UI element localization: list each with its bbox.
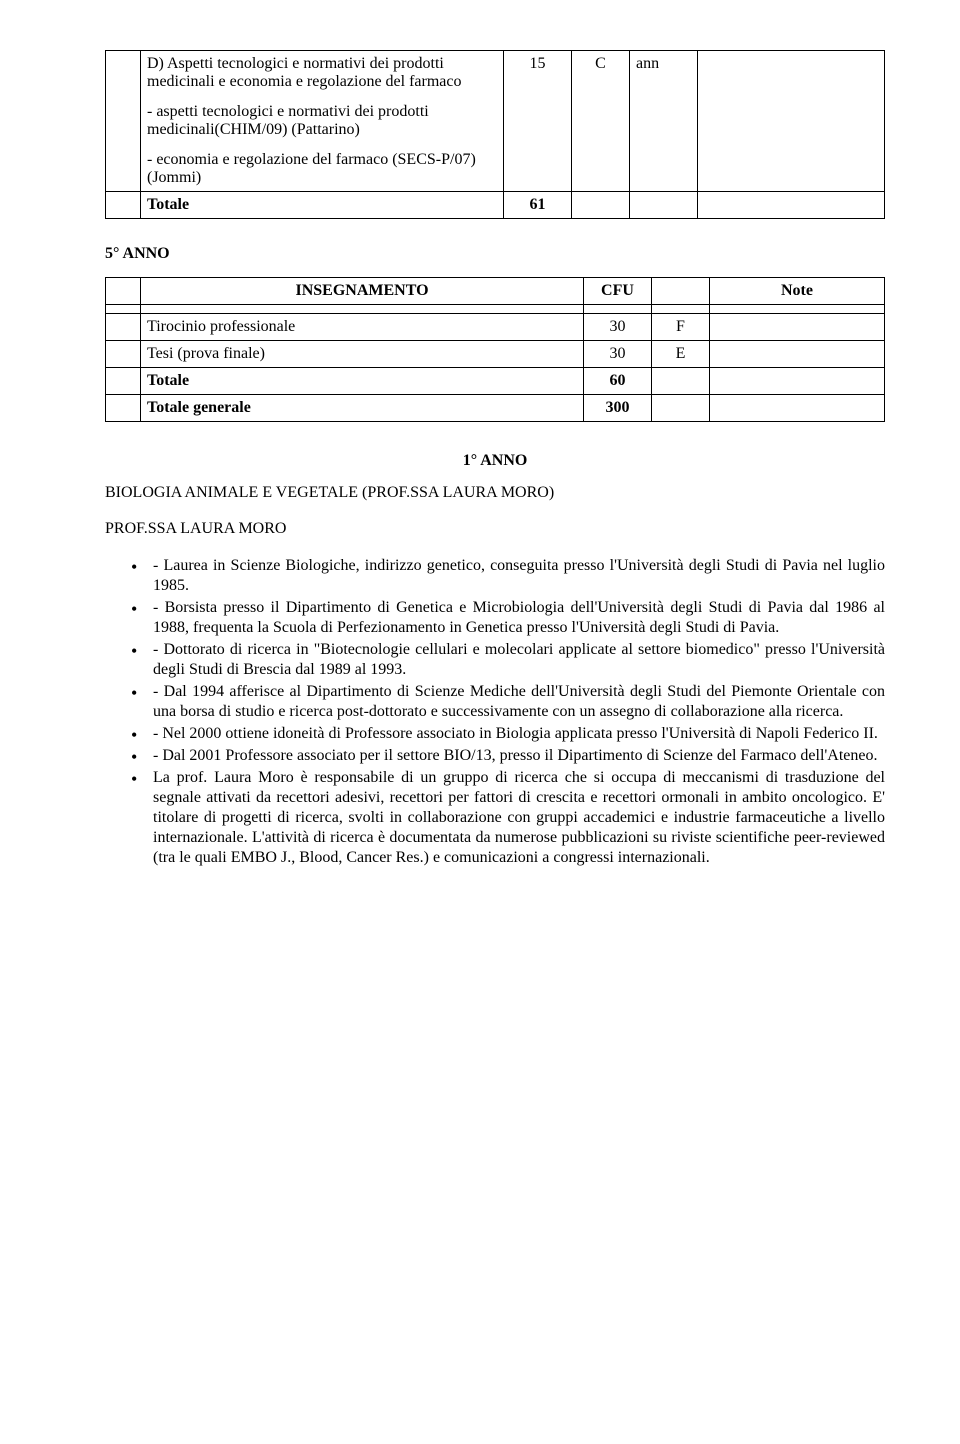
cell-note: ann: [630, 51, 698, 192]
cell-empty: [652, 305, 710, 314]
list-item: - Laurea in Scienze Biologiche, indirizz…: [131, 556, 885, 596]
cell-type: F: [652, 314, 710, 341]
cell-empty: [106, 368, 141, 395]
cell-empty: [698, 51, 885, 192]
cell-empty: [652, 395, 710, 422]
table-row: D) Aspetti tecnologici e normativi dei p…: [106, 51, 885, 192]
cell-empty: [106, 278, 141, 305]
cell-type: C: [572, 51, 630, 192]
cell-empty: [652, 278, 710, 305]
cell-empty: [572, 192, 630, 219]
table-2: INSEGNAMENTO CFU Note Tirocinio professi…: [105, 277, 885, 422]
course-title: BIOLOGIA ANIMALE E VEGETALE (PROF.SSA LA…: [105, 484, 885, 502]
cell-type: E: [652, 341, 710, 368]
year-1-heading: 1° ANNO: [105, 452, 885, 470]
cell-text: - aspetti tecnologici e normativi dei pr…: [147, 103, 497, 139]
cell-cfu: 300: [584, 395, 652, 422]
cell-empty: [710, 341, 885, 368]
cell-empty: [710, 305, 885, 314]
cell-text: - economia e regolazione del farmaco (SE…: [147, 151, 497, 187]
list-item: - Dal 1994 afferisce al Dipartimento di …: [131, 682, 885, 722]
list-item: - Borsista presso il Dipartimento di Gen…: [131, 598, 885, 638]
cv-bullet-list: - Laurea in Scienze Biologiche, indirizz…: [105, 556, 885, 868]
list-item: - Dottorato di ricerca in "Biotecnologie…: [131, 640, 885, 680]
cell-empty: [698, 192, 885, 219]
cell-empty: [106, 314, 141, 341]
table-row: [106, 305, 885, 314]
list-item: - Nel 2000 ottiene idoneità di Professor…: [131, 724, 885, 744]
table-row: Totale 60: [106, 368, 885, 395]
table-row: Tesi (prova finale) 30 E: [106, 341, 885, 368]
list-item: La prof. Laura Moro è responsabile di un…: [131, 768, 885, 868]
table-row: INSEGNAMENTO CFU Note: [106, 278, 885, 305]
cell-main: Totale generale: [141, 395, 584, 422]
header-note: Note: [710, 278, 885, 305]
table-row: Totale 61: [106, 192, 885, 219]
list-item: - Dal 2001 Professore associato per il s…: [131, 746, 885, 766]
cell-main: Tesi (prova finale): [141, 341, 584, 368]
cell-cfu: 15: [504, 51, 572, 192]
cell-cfu: 61: [504, 192, 572, 219]
cell-empty: [584, 305, 652, 314]
cell-empty: [630, 192, 698, 219]
header-cfu: CFU: [584, 278, 652, 305]
cell-empty: [106, 51, 141, 192]
cell-empty: [652, 368, 710, 395]
header-insegnamento: INSEGNAMENTO: [141, 278, 584, 305]
cell-empty: [710, 314, 885, 341]
cell-empty: [106, 192, 141, 219]
cell-empty: [106, 395, 141, 422]
cell-main: Totale: [141, 368, 584, 395]
cell-empty: [106, 341, 141, 368]
cell-cfu: 30: [584, 341, 652, 368]
cell-empty: [710, 368, 885, 395]
cell-main: Totale: [141, 192, 504, 219]
cell-main: Tirocinio professionale: [141, 314, 584, 341]
cell-empty: [710, 395, 885, 422]
table-row: Totale generale 300: [106, 395, 885, 422]
year-5-label: 5° ANNO: [105, 245, 885, 263]
cell-empty: [106, 305, 141, 314]
cell-text: D) Aspetti tecnologici e normativi dei p…: [147, 55, 497, 91]
cell-cfu: 30: [584, 314, 652, 341]
table-1: D) Aspetti tecnologici e normativi dei p…: [105, 50, 885, 219]
cell-cfu: 60: [584, 368, 652, 395]
cell-main: D) Aspetti tecnologici e normativi dei p…: [141, 51, 504, 192]
table-row: Tirocinio professionale 30 F: [106, 314, 885, 341]
cell-empty: [141, 305, 584, 314]
professor-name: PROF.SSA LAURA MORO: [105, 520, 885, 538]
